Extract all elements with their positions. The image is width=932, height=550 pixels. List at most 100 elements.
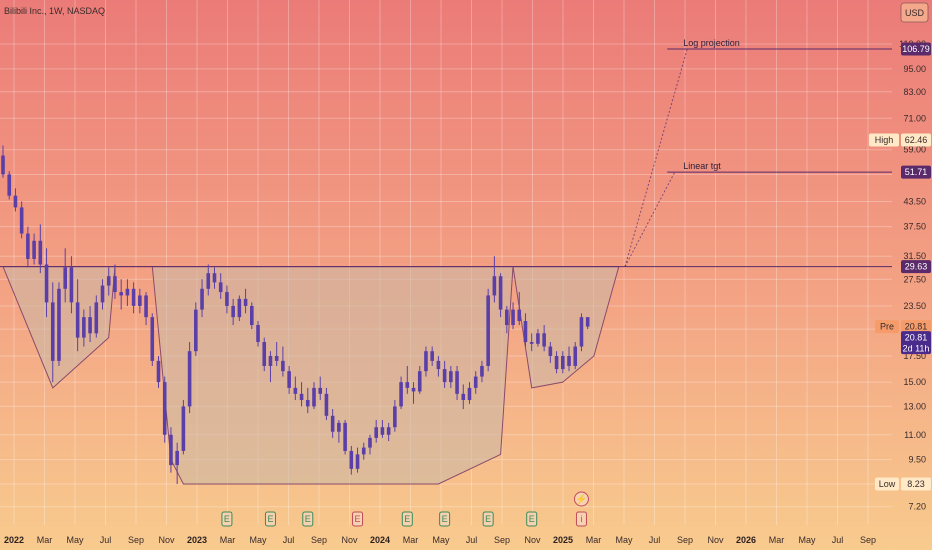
x-tick-label: Sep: [860, 535, 876, 545]
candle-body: [75, 302, 80, 338]
candle-body: [430, 351, 434, 361]
candle-body: [318, 387, 323, 394]
price-label-low: 8.23 Low: [875, 477, 931, 491]
x-tick-label: Jul: [100, 535, 112, 545]
candle-body: [287, 371, 291, 388]
x-tick-label: 2022: [4, 535, 24, 545]
price-badge-value: 51.71: [905, 167, 928, 177]
cup-pattern-shape: [2, 266, 620, 485]
x-tick-label: Mar: [37, 535, 53, 545]
candle-body: [561, 355, 565, 370]
candle-body: [7, 174, 12, 196]
info-icon[interactable]: [575, 511, 587, 527]
candle-body: [467, 387, 472, 401]
candle-body: [181, 406, 186, 451]
price-label-high: 62.46 High: [869, 133, 931, 147]
candle-body: [480, 365, 484, 377]
y-tick-label: 95.00: [903, 64, 926, 74]
x-tick-label: Nov: [707, 535, 724, 545]
candle-body: [1, 155, 5, 175]
level-label-linear-tgt: Linear tgt: [683, 161, 721, 171]
candle-body: [355, 454, 360, 469]
price-badge-prefix-bg: [875, 320, 899, 334]
x-tick-label: Sep: [677, 535, 693, 545]
price-badge: [901, 477, 931, 491]
candle-body: [175, 450, 179, 466]
earnings-icon[interactable]: [439, 511, 451, 527]
candle-body: [19, 207, 24, 234]
event-markers: E E E E E E E E ⚡ i: [221, 491, 589, 527]
price-badge-prefix-bg: [869, 133, 899, 147]
earnings-icon[interactable]: [221, 511, 233, 527]
candle-body: [498, 276, 503, 310]
currency-button-label[interactable]: USD: [905, 8, 925, 18]
candle-body: [461, 393, 466, 401]
chart-title: Bilibili Inc., 1W, NASDAQ: [4, 6, 105, 16]
earnings-icon[interactable]: [526, 511, 538, 527]
x-tick-label: Nov: [158, 535, 175, 545]
candle-body: [554, 355, 559, 370]
candle-body: [442, 369, 447, 383]
y-tick-label: 7.20: [908, 502, 926, 512]
level-label-log-projection: Log projection: [683, 38, 740, 48]
x-tick-label: Sep: [311, 535, 327, 545]
price-badge-value: 106.79: [902, 44, 930, 54]
candle-body: [529, 342, 534, 344]
event-label: E: [529, 514, 535, 524]
candle-body: [88, 317, 92, 334]
currency-button[interactable]: USD: [900, 2, 929, 23]
candle-body: [237, 298, 242, 318]
candle-body: [505, 309, 509, 326]
y-tick-label: 27.50: [903, 274, 926, 284]
y-tick-label: 13.00: [903, 401, 926, 411]
price-badge-value: 29.63: [905, 262, 928, 272]
candle-body: [417, 371, 422, 392]
event-label: E: [442, 514, 448, 524]
candle-body: [187, 351, 192, 407]
price-labels: 106.7962.46High51.7129.6320.81Pre20.812d…: [869, 42, 931, 491]
candle-body: [212, 273, 217, 283]
candle-body: [585, 317, 590, 327]
price-badge-prefix: Pre: [880, 322, 894, 332]
flash-icon[interactable]: [573, 491, 589, 507]
event-label: i: [580, 514, 582, 524]
y-tick-label: 37.50: [903, 222, 926, 232]
price-badge-prefix-bg: [875, 477, 899, 491]
candle-body: [449, 371, 453, 383]
candle-body: [268, 355, 273, 366]
price-badge: [901, 260, 931, 274]
candle-body: [113, 276, 117, 293]
candle-body: [424, 351, 428, 372]
earnings-icon[interactable]: [482, 511, 494, 527]
event-label: E: [267, 514, 273, 524]
time-axis[interactable]: 2022 Mar May Jul Sep Nov 2023 Mar May Jul Sep Nov 20…: [4, 535, 876, 545]
event-label: E: [404, 514, 410, 524]
event-label: E: [224, 514, 230, 524]
candle-body: [156, 360, 161, 383]
candle-body: [44, 264, 49, 303]
candle-body: [194, 309, 198, 352]
candle-body: [256, 325, 260, 343]
x-tick-label: Nov: [524, 535, 541, 545]
price-badge: [901, 331, 931, 355]
earnings-icon[interactable]: [352, 511, 364, 527]
candle-body: [573, 346, 578, 366]
earnings-icon[interactable]: [302, 511, 314, 527]
candle-body: [125, 288, 130, 296]
candle-body: [243, 298, 248, 306]
x-tick-label: 2025: [553, 535, 573, 545]
earnings-icon[interactable]: [264, 511, 276, 527]
candle-body: [169, 434, 173, 466]
x-tick-label: 2024: [370, 535, 390, 545]
earnings-icon[interactable]: [401, 511, 413, 527]
y-tick-label: 43.50: [903, 196, 926, 206]
candle-body: [225, 292, 229, 306]
x-tick-label: Sep: [494, 535, 510, 545]
candle-body: [13, 195, 18, 208]
candle-body: [262, 342, 267, 366]
candle-body: [57, 288, 61, 361]
candle-body: [343, 422, 347, 451]
candle-body: [536, 333, 540, 344]
candle-body: [399, 382, 403, 407]
